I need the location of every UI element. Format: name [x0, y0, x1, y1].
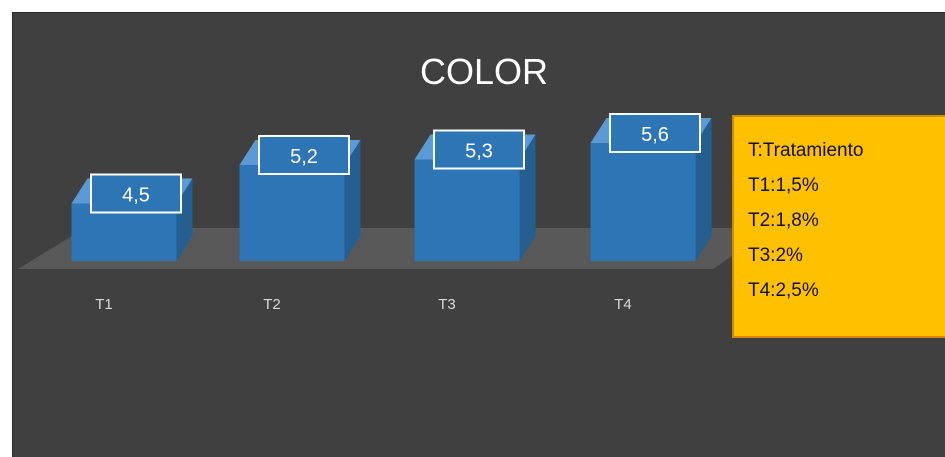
treatment-legend-box: T:Tratamiento T1:1,5% T2:1,8% T3:2% T4:2,5%	[732, 115, 945, 338]
legend-line: T2:1,8%	[748, 210, 819, 231]
data-label: 5,3	[433, 129, 525, 170]
legend-line: T3:2%	[748, 245, 803, 266]
legend-line: T4:2,5%	[748, 280, 819, 301]
legend-line: T:Tratamiento	[748, 140, 864, 161]
data-label: 4,5	[90, 173, 182, 214]
category-label: T4	[614, 296, 632, 313]
data-label: 5,2	[258, 135, 350, 175]
legend-line: T1:1,5%	[748, 175, 819, 196]
data-label-text: 5,3	[465, 141, 493, 163]
category-label: T3	[438, 296, 456, 313]
data-label-text: 5,6	[641, 124, 669, 146]
data-label-box	[433, 129, 525, 170]
data-label-text: 5,2	[290, 146, 318, 168]
bar-front-face	[414, 159, 520, 261]
category-label: T1	[95, 296, 113, 313]
data-label-box	[609, 113, 701, 153]
data-label-box	[90, 173, 182, 214]
bar-side-face	[695, 118, 712, 261]
bar-front-face	[239, 165, 345, 261]
category-label: T2	[263, 296, 281, 313]
bar-chart: 4,5 5,2 5,3 5,6 COLOR T1 T2 T3 T4	[18, 51, 773, 313]
bar-front-face	[590, 143, 696, 261]
data-label-text: 4,5	[122, 185, 150, 207]
chart-title: COLOR	[420, 51, 548, 92]
chart-floor	[18, 228, 773, 269]
data-label: 5,6	[609, 113, 701, 153]
data-label-box	[258, 135, 350, 175]
